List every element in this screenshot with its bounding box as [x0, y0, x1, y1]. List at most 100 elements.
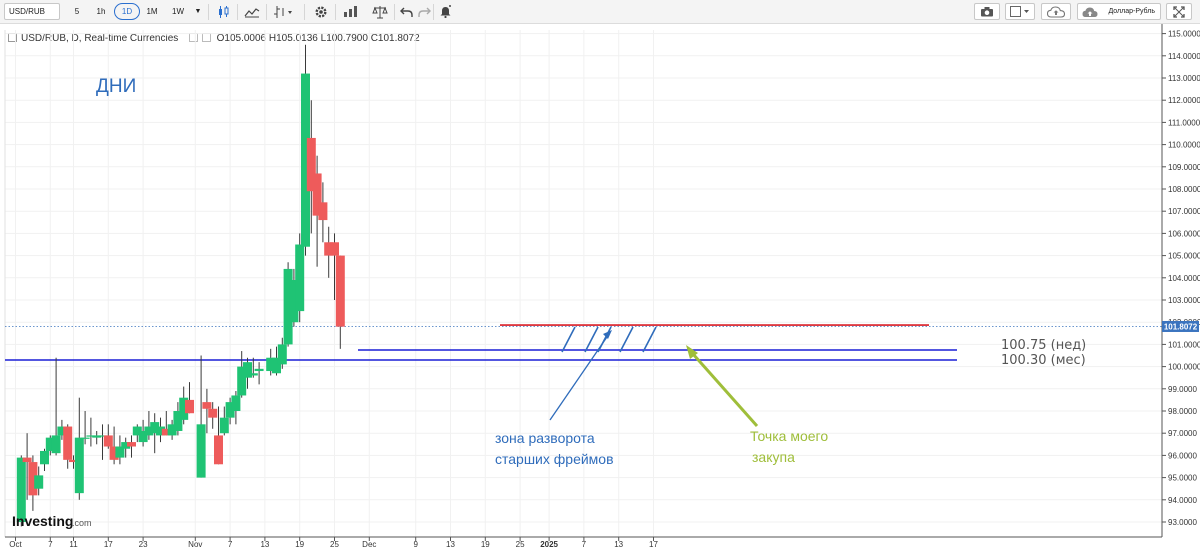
candle-body [208, 408, 218, 418]
candle-down[interactable] [330, 233, 339, 300]
candle-up[interactable] [277, 337, 287, 369]
candle-up[interactable] [115, 435, 125, 465]
time-tick-label: 17 [104, 540, 113, 549]
candle-down[interactable] [69, 455, 78, 469]
fullscreen-icon[interactable] [1166, 3, 1192, 20]
candle-up[interactable] [301, 44, 310, 256]
candle-up[interactable] [179, 386, 189, 425]
candle-body [45, 437, 55, 451]
alert-bell-icon[interactable] [436, 3, 454, 20]
candle-down[interactable] [214, 406, 223, 465]
candle-up[interactable] [243, 357, 252, 389]
candle-down[interactable] [109, 426, 119, 465]
candle-down[interactable] [312, 155, 322, 267]
candle-up[interactable] [74, 397, 84, 500]
candles-icon[interactable] [214, 3, 234, 20]
price-chart[interactable]: 93.0000 94.0000 95.0000 96.0000 97.0000 98.00… [0, 24, 1200, 549]
candle-down[interactable] [161, 411, 171, 436]
candle-up[interactable] [92, 430, 102, 445]
candle-up[interactable] [45, 435, 55, 456]
layout-select[interactable] [1005, 3, 1035, 20]
candle-up[interactable] [144, 411, 154, 440]
candle-up[interactable] [254, 362, 264, 385]
current-price-value: 101.8072 [1164, 322, 1198, 331]
symbol-search-input[interactable]: USD/RUB [4, 3, 60, 20]
price-tick-label: 98.0000 [1168, 407, 1197, 416]
candle-up[interactable] [248, 357, 258, 378]
candle-body [301, 73, 310, 247]
candle-up[interactable] [138, 419, 148, 447]
candle-body [28, 462, 38, 496]
candle-up[interactable] [51, 357, 61, 456]
settings-gear-icon[interactable] [311, 3, 331, 20]
candle-up[interactable] [231, 391, 241, 425]
interval-1d-button[interactable]: 1D [114, 3, 140, 20]
candle-up[interactable] [121, 437, 131, 458]
candle-down[interactable] [127, 435, 136, 458]
candle-up[interactable] [266, 348, 276, 376]
interval-1w-button[interactable]: 1W [172, 7, 184, 16]
candle-up[interactable] [173, 402, 183, 436]
cloud-save-icon[interactable] [1041, 3, 1071, 20]
indicators-icon[interactable] [241, 3, 263, 20]
candle-body [34, 475, 44, 489]
candle-up[interactable] [196, 355, 206, 478]
candle-up[interactable] [156, 417, 165, 443]
undo-icon[interactable] [397, 3, 415, 20]
candle-body [214, 435, 223, 465]
candle-up[interactable] [167, 419, 177, 440]
candle-down[interactable] [202, 388, 212, 434]
candle-up[interactable] [150, 413, 160, 454]
interval-1h-button[interactable]: 1h [96, 7, 106, 16]
legend-low-label: L [320, 33, 327, 44]
candle-up[interactable] [289, 268, 299, 327]
candle-body [63, 426, 73, 460]
candle-up[interactable] [98, 424, 107, 460]
candle-down[interactable] [28, 455, 38, 511]
candle-up[interactable] [34, 466, 44, 496]
candle-body [318, 202, 328, 221]
candle-down[interactable] [324, 226, 334, 278]
candle-body [185, 399, 194, 414]
candle-down[interactable] [318, 182, 328, 243]
candle-up[interactable] [80, 411, 90, 445]
candle-up[interactable] [272, 346, 281, 376]
candle-up[interactable] [16, 455, 26, 527]
candle-up[interactable] [86, 417, 96, 447]
candle-down[interactable] [208, 402, 218, 429]
redo-icon[interactable] [415, 3, 433, 20]
candle-up[interactable] [225, 397, 235, 425]
interval-1m-button[interactable]: 1M [146, 7, 158, 16]
candle-up[interactable] [295, 233, 305, 323]
candle-down[interactable] [335, 255, 345, 349]
candle-up[interactable] [283, 262, 293, 347]
zone-arrow-head [603, 330, 612, 339]
candle-down[interactable] [306, 100, 316, 234]
templates-icon[interactable] [340, 3, 362, 20]
candle-up[interactable] [237, 351, 247, 398]
candle-down[interactable] [63, 424, 73, 469]
candle-up[interactable] [40, 448, 49, 471]
price-tick-label: 101.0000 [1168, 340, 1200, 349]
candle-body [324, 242, 334, 256]
symbol-name-select[interactable]: Доллар-Рубль [1077, 3, 1161, 20]
candle-body [202, 402, 212, 409]
candle-down[interactable] [185, 382, 194, 414]
candle-down[interactable] [103, 424, 113, 449]
candle-up[interactable] [132, 424, 142, 443]
candle-up[interactable] [57, 419, 67, 440]
snapshot-camera-icon[interactable] [974, 3, 1000, 20]
candle-up[interactable] [219, 406, 229, 436]
interval-5m-button[interactable]: 5 [74, 7, 80, 16]
candle-body [272, 357, 281, 374]
price-tick-label: 110.0000 [1168, 141, 1200, 150]
logo-suffix: .com [72, 518, 92, 528]
candle-body [161, 428, 171, 436]
investing-logo: Investing .com [12, 513, 92, 529]
time-tick-label: 19 [295, 540, 304, 549]
compare-icon[interactable] [270, 3, 298, 20]
candle-down[interactable] [22, 433, 32, 500]
alerts-scale-icon[interactable] [369, 3, 391, 20]
interval-dropdown-icon[interactable]: ▼ [194, 8, 202, 15]
candle-body [248, 373, 258, 376]
